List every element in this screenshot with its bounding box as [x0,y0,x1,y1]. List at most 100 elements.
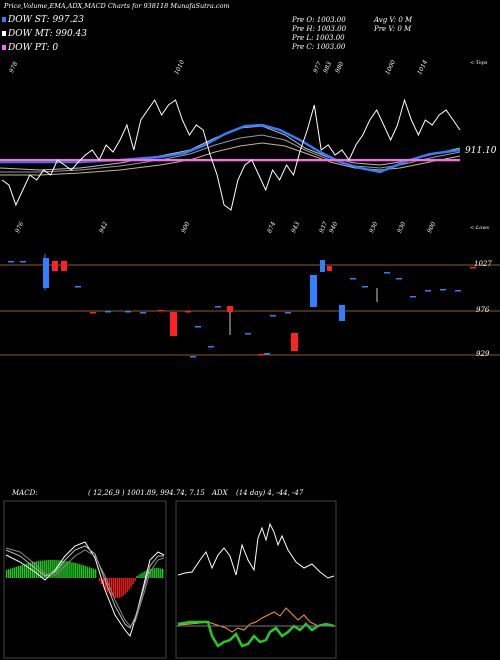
volume-tick [410,296,416,298]
candle-bar [43,258,49,288]
macd-histogram-bar [33,561,35,578]
macd-histogram-bar [154,568,156,578]
macd-histogram-bar [75,563,77,578]
macd-histogram-bar [79,564,81,578]
macd-signal-line [5,545,164,629]
macd-histogram-bar [13,567,16,578]
adx-orange-line [177,607,335,633]
macd-histogram-bar [112,578,115,598]
macd-histogram-bar [89,567,91,578]
volume-tick [208,346,214,348]
candle-bar [327,266,332,271]
macd-histogram-bar [152,568,154,578]
macd-histogram-bar [43,560,45,578]
macd-histogram-bar [29,562,32,578]
macd-histogram-bar [138,574,140,578]
macd-histogram-bar [132,578,134,585]
macd-histogram-bar [150,568,152,578]
macd-histogram-bar [21,564,24,578]
adx-panel [175,500,337,659]
ema-gray-2 [0,134,461,173]
candle-bar [227,306,233,312]
volume-tick [215,306,221,308]
macd-histogram-bar [37,561,39,578]
macd-label: MACD: [12,489,38,497]
macd-histogram-bar [11,567,14,578]
macd-histogram-bar [110,578,113,596]
macd-histogram-bar [65,561,67,578]
volume-tick [140,312,146,314]
volume-tick [245,333,251,335]
macd-histogram-bar [9,568,12,578]
prev-volume: Pre V: 0 M [374,25,412,33]
macd-histogram-bar [63,560,65,578]
chart-title: Price,Volume,EMA,ADX,MACD Charts for 938… [4,2,230,10]
prev-close: Pre C: 1003.00 [292,43,346,51]
adx-white-line [177,522,335,579]
last-price-label: 911.10 [465,146,497,156]
legend-pt: DOW PT: 0 [8,43,59,53]
macd-histogram-bar [41,560,43,578]
macd-histogram-bar [158,568,160,578]
macd-histogram-bar [81,564,83,578]
macd-histogram-bar [23,564,26,578]
macd-histogram-bar [67,561,69,578]
adx-green-line [177,620,335,648]
candle-bar [339,305,345,321]
volume-tick [362,286,368,288]
volume-tick [185,311,191,313]
macd-histogram-bar [87,566,89,578]
macd-histogram-bar [15,566,18,578]
macd-histogram-bar [102,578,105,588]
macd-histogram-bar [73,562,75,578]
macd-histogram-bar [92,568,95,578]
volume-tick [75,286,81,288]
lows-label: <-Lows [470,225,490,231]
macd-histogram-bar [160,568,162,578]
macd-histogram-bar [17,566,20,578]
adx-label: ADX [212,489,228,497]
macd-histogram-bar [128,578,130,590]
macd-histogram-bar [69,561,71,578]
macd-histogram-bar [25,563,28,578]
volume-tick [8,261,14,263]
macd-histogram-bar [19,565,22,578]
prev-open: Pre O: 1003.00 [292,16,346,24]
candle-bar [291,333,298,351]
macd-histogram-bar [148,569,150,578]
macd-histogram-bar [47,560,49,578]
macd-histogram-bar [8,569,10,578]
macd-histogram-bar [6,570,8,578]
volume-tick [396,278,402,280]
volume-tick [20,261,26,263]
volume-tick [125,311,131,313]
macd-values: ( 12,26,9 ) 1001.89, 994.74, 7.15 [88,489,205,497]
macd-histogram-bar [53,560,55,578]
macd-histogram-bar [104,578,107,590]
prev-high: Pre H: 1003.00 [292,25,347,33]
macd-histogram-bar [130,578,132,588]
candle-bar [310,275,317,307]
macd-histogram-bar [144,571,146,578]
macd-histogram-bar [140,573,142,578]
macd-histogram-bar [116,578,118,598]
volume-tick [285,312,291,314]
macd-histogram-bar [35,561,37,578]
volume-tick [270,315,276,317]
candle-bar [320,260,325,272]
volume-axis-label: 929 [476,350,490,358]
volume-tick [258,354,264,356]
macd-histogram-bar [134,578,136,582]
macd-histogram-bar [90,567,93,578]
macd-histogram-bar [57,560,59,578]
volume-tick [440,289,446,291]
volume-axis-label: 1027 [474,260,492,268]
volume-axis-label: 976 [476,306,490,314]
macd-histogram-bar [156,568,158,578]
macd-panel [3,500,167,659]
macd-histogram-bar [77,563,79,578]
macd-histogram-bar [114,578,116,598]
legend-mt: DOW MT: 990.43 [8,29,87,39]
volume-tick [350,278,356,280]
